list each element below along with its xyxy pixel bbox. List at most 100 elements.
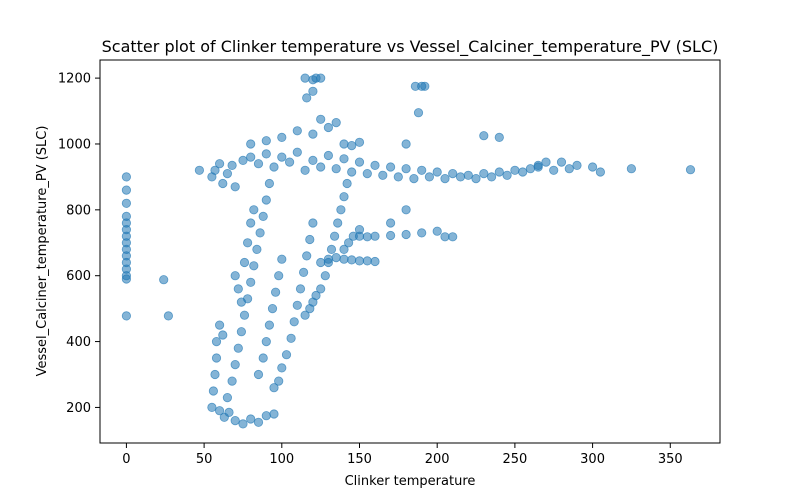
scatter-point — [261, 149, 271, 159]
scatter-point — [354, 231, 365, 241]
scatter-point — [298, 267, 309, 277]
scatter-point — [331, 253, 341, 263]
scatter-point — [218, 178, 228, 189]
scatter-point — [238, 419, 248, 429]
scatter-point — [277, 152, 287, 162]
scatter-point — [362, 169, 372, 179]
scatter-point — [211, 353, 222, 363]
scatter-point — [236, 297, 246, 307]
scatter-point — [163, 311, 173, 321]
scatter-point — [471, 174, 481, 184]
x-tick-label: 200 — [425, 452, 450, 467]
scatter-point — [549, 165, 559, 175]
y-tick-label: 200 — [66, 401, 91, 416]
scatter-point — [331, 118, 341, 128]
scatter-point — [255, 228, 265, 238]
scatter-point — [339, 244, 349, 254]
scatter-point — [533, 160, 543, 170]
scatter-point — [302, 93, 312, 103]
scatter-point — [626, 164, 637, 174]
scatter-point — [417, 228, 427, 238]
scatter-point — [211, 336, 222, 347]
scatter-point — [292, 300, 302, 310]
x-axis-ticks: 0 50 100 150 200 250 300 350 — [122, 443, 683, 467]
scatter-point — [295, 284, 306, 294]
scatter-point — [316, 162, 326, 172]
scatter-point — [269, 383, 279, 393]
scatter-point — [246, 218, 256, 228]
scatter-point — [207, 402, 217, 412]
scatter-point — [329, 231, 340, 241]
scatter-point — [339, 139, 349, 149]
scatter-point — [510, 165, 520, 175]
scatter-point — [261, 195, 271, 205]
x-tick-label: 50 — [196, 452, 213, 467]
scatter-point — [323, 254, 333, 264]
scatter-point — [292, 147, 302, 157]
y-axis-label: Vessel_Calciner_temperature_PV (SLC) — [35, 126, 50, 377]
scatter-point — [269, 162, 279, 172]
scatter-point — [463, 170, 473, 180]
scatter-point — [227, 376, 237, 386]
scatter-point — [308, 86, 318, 96]
scatter-point — [230, 271, 240, 281]
scatter-point — [243, 238, 253, 248]
scatter-point — [401, 139, 411, 149]
scatter-point — [564, 164, 574, 174]
scatter-point — [424, 172, 434, 182]
scatter-point — [595, 167, 606, 177]
scatter-point — [300, 73, 310, 83]
scatter-point — [401, 229, 411, 240]
scatter-point — [316, 284, 326, 294]
scatter-point — [159, 275, 169, 285]
scatter-point — [479, 131, 489, 141]
scatter-point — [385, 218, 396, 228]
scatter-point — [440, 174, 450, 184]
scatter-point — [432, 167, 442, 177]
scatter-point — [440, 232, 450, 242]
scatter-point — [277, 363, 287, 373]
scatter-point — [518, 167, 528, 177]
scatter-point — [354, 137, 365, 147]
scatter-point — [258, 211, 268, 221]
scatter-point — [326, 244, 337, 254]
scatter-point — [393, 172, 403, 182]
scatter-point — [354, 157, 365, 167]
scatter-point — [354, 256, 365, 266]
scatter-point — [378, 170, 388, 180]
scatter-point — [302, 251, 312, 261]
scatter-point — [401, 164, 411, 174]
scatter-point — [316, 73, 326, 83]
scatter-point — [261, 411, 271, 421]
scatter-point — [210, 165, 220, 175]
scatter-point — [370, 231, 380, 241]
scatter-point — [194, 165, 204, 175]
scatter-point — [238, 155, 248, 165]
scatter-point — [413, 108, 424, 118]
scatter-point — [208, 386, 218, 396]
scatter-point — [300, 165, 310, 175]
scatter-point — [233, 284, 243, 294]
scatter-point — [308, 129, 318, 139]
scatter-point — [289, 317, 299, 327]
scatter-point — [323, 122, 333, 133]
scatter-point — [385, 230, 396, 241]
scatter-point — [316, 114, 326, 124]
x-tick-label: 100 — [269, 452, 294, 467]
scatter-point — [227, 160, 237, 170]
scatter-point — [347, 141, 357, 151]
x-tick-label: 0 — [122, 452, 130, 467]
scatter-point — [455, 172, 466, 182]
scatter-point — [121, 172, 132, 182]
scatter-point — [261, 136, 271, 146]
scatter-point — [270, 287, 281, 297]
scatter-point — [274, 271, 284, 281]
scatter-point — [308, 218, 318, 228]
scatter-point — [253, 369, 264, 380]
scatter-point — [258, 353, 268, 363]
scatter-point — [215, 159, 225, 169]
scatter-point — [264, 178, 274, 189]
y-tick-label: 400 — [66, 335, 91, 350]
scatter-point — [339, 154, 349, 164]
